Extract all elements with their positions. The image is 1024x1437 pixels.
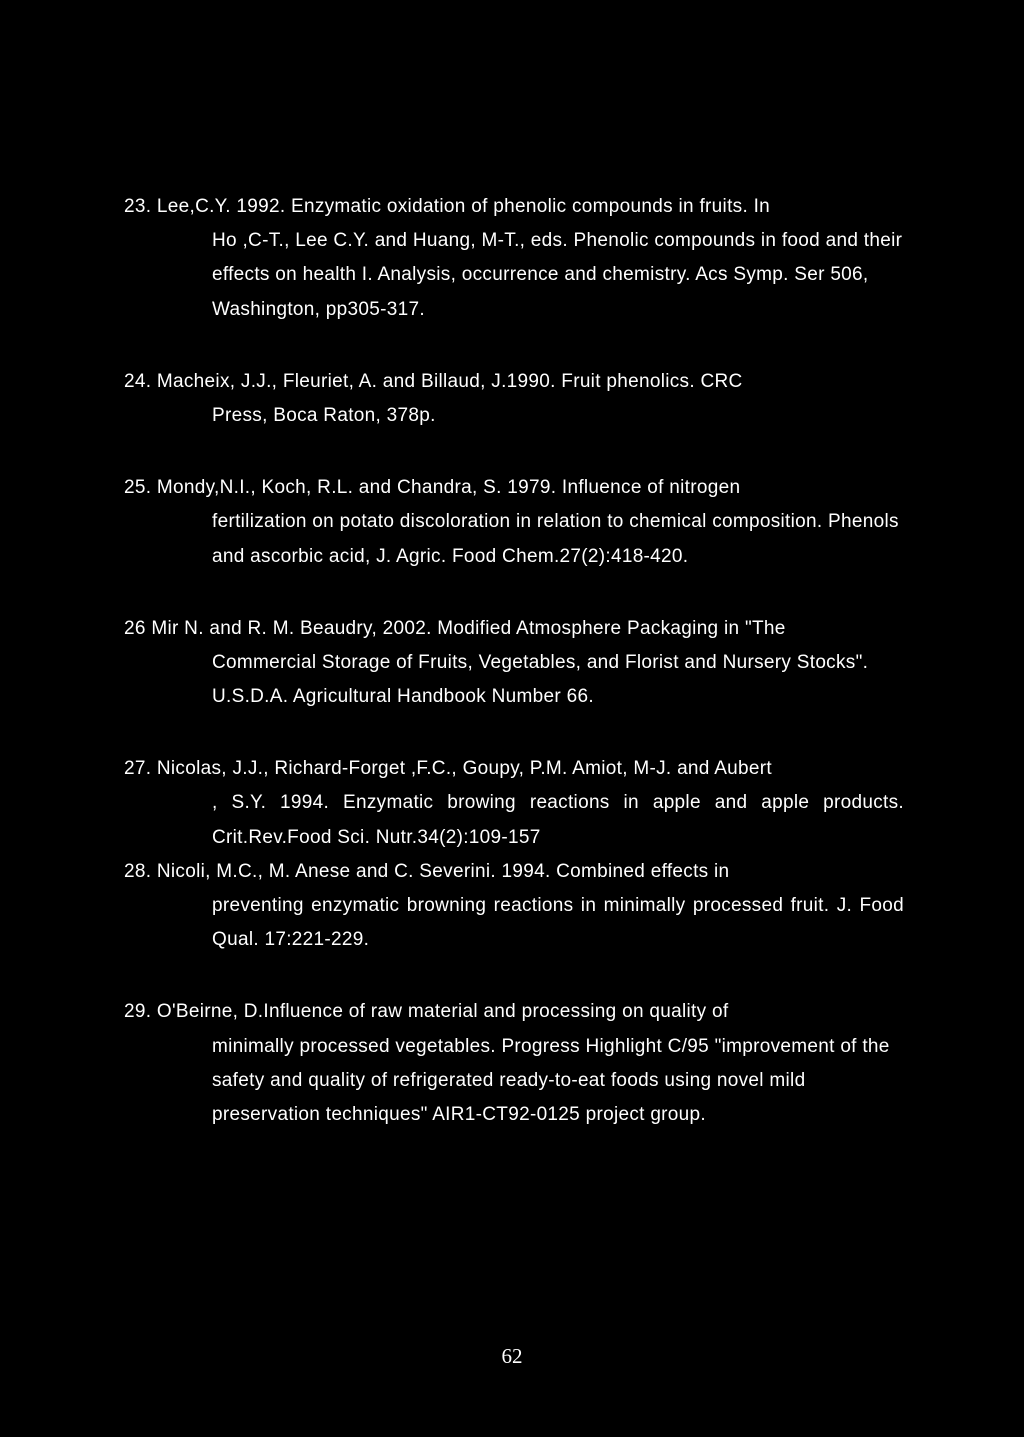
reference-24: 24. Macheix, J.J., Fleuriet, A. and Bill… bbox=[124, 365, 904, 433]
page-number: 62 bbox=[0, 1344, 1024, 1369]
ref-body: , S.Y. 1994. Enzymatic browing reactions… bbox=[124, 786, 904, 854]
ref-body: minimally processed vegetables. Progress… bbox=[124, 1030, 904, 1133]
ref-first-line: 28. Nicoli, M.C., M. Anese and C. Severi… bbox=[124, 855, 904, 889]
reference-25: 25. Mondy,N.I., Koch, R.L. and Chandra, … bbox=[124, 471, 904, 574]
references-list: 23. Lee,C.Y. 1992. Enzymatic oxidation o… bbox=[124, 190, 904, 1170]
reference-28: 28. Nicoli, M.C., M. Anese and C. Severi… bbox=[124, 855, 904, 958]
ref-first-line: 26 Mir N. and R. M. Beaudry, 2002. Modif… bbox=[124, 612, 904, 646]
ref-body: fertilization on potato discoloration in… bbox=[124, 505, 904, 573]
reference-27: 27. Nicolas, J.J., Richard-Forget ,F.C.,… bbox=[124, 752, 904, 855]
ref-first-line: 27. Nicolas, J.J., Richard-Forget ,F.C.,… bbox=[124, 752, 904, 786]
ref-first-line: 29. O'Beirne, D.Influence of raw materia… bbox=[124, 995, 904, 1029]
ref-first-line: 24. Macheix, J.J., Fleuriet, A. and Bill… bbox=[124, 365, 904, 399]
ref-body: Ho ,C-T., Lee C.Y. and Huang, M-T., eds.… bbox=[124, 224, 904, 327]
reference-23: 23. Lee,C.Y. 1992. Enzymatic oxidation o… bbox=[124, 190, 904, 327]
reference-29: 29. O'Beirne, D.Influence of raw materia… bbox=[124, 995, 904, 1132]
ref-body: Press, Boca Raton, 378p. bbox=[124, 399, 904, 433]
reference-26: 26 Mir N. and R. M. Beaudry, 2002. Modif… bbox=[124, 612, 904, 715]
ref-first-line: 23. Lee,C.Y. 1992. Enzymatic oxidation o… bbox=[124, 190, 904, 224]
ref-first-line: 25. Mondy,N.I., Koch, R.L. and Chandra, … bbox=[124, 471, 904, 505]
ref-body: Commercial Storage of Fruits, Vegetables… bbox=[124, 646, 904, 714]
ref-body: preventing enzymatic browning reactions … bbox=[124, 889, 904, 957]
page: 23. Lee,C.Y. 1992. Enzymatic oxidation o… bbox=[0, 0, 1024, 1437]
